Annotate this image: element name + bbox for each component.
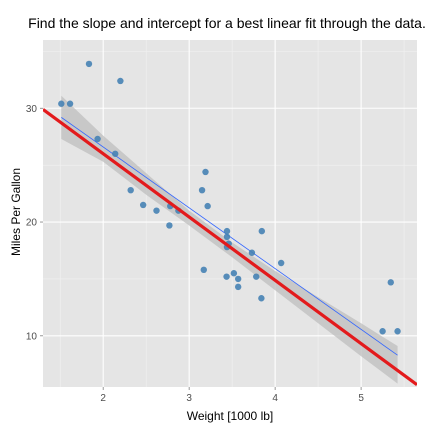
minor-gridlines — [43, 40, 417, 387]
data-point — [166, 222, 173, 229]
data-point — [223, 273, 230, 280]
data-point — [230, 270, 238, 277]
data-point — [127, 186, 134, 194]
guess-line — [43, 108, 417, 387]
data-point — [277, 259, 285, 267]
data-point — [234, 275, 242, 283]
data-point — [258, 227, 266, 235]
y-tick-label: 10 — [26, 331, 38, 342]
data-point — [204, 202, 211, 210]
data-point — [387, 279, 394, 286]
x-tick-label: 5 — [358, 393, 364, 404]
data-point — [394, 328, 401, 335]
data-point — [112, 150, 119, 157]
y-tick-label: 30 — [26, 104, 38, 115]
axis-ticks-layer: 2 3 4 5 10 20 30 — [26, 104, 364, 404]
data-point — [234, 283, 242, 291]
data-point — [202, 168, 209, 176]
data-point — [223, 233, 231, 241]
data-point — [139, 201, 147, 209]
chart-title: Find the slope and intercept for a best … — [28, 15, 426, 31]
x-tick-label: 2 — [100, 393, 106, 404]
data-point — [258, 295, 265, 302]
x-tick-label: 4 — [272, 393, 278, 404]
x-axis-title: Weight [1000 lb] — [187, 409, 274, 423]
data-point — [66, 100, 74, 107]
data-point — [200, 266, 207, 274]
data-point — [248, 249, 256, 256]
data-point — [117, 77, 124, 85]
guess-line-layer — [43, 108, 417, 387]
y-axis-title: Miles Per Gallon — [9, 168, 23, 256]
data-point — [379, 328, 386, 335]
x-tick-label: 3 — [186, 393, 192, 404]
data-point — [58, 100, 65, 107]
data-point — [198, 186, 206, 194]
data-point — [85, 60, 93, 68]
confidence-band-layer — [61, 95, 398, 384]
y-tick-label: 20 — [26, 218, 38, 229]
data-point — [253, 273, 260, 280]
confidence-band — [61, 95, 398, 384]
data-point — [153, 207, 160, 214]
data-point — [223, 227, 231, 235]
data-point — [94, 135, 101, 143]
